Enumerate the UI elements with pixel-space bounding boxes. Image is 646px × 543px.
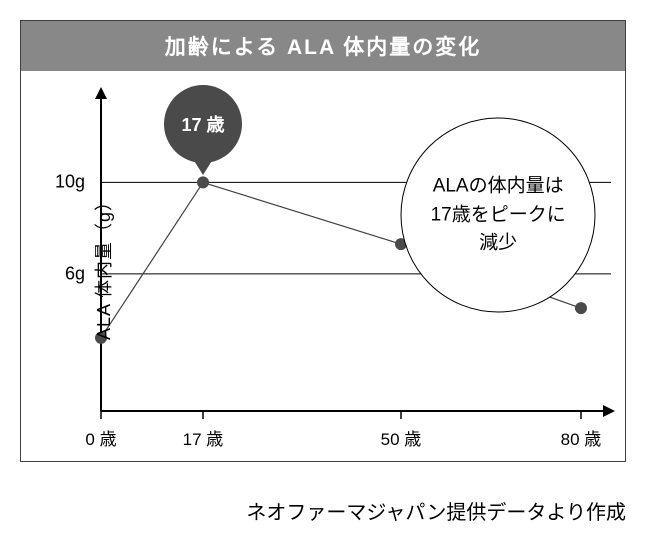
x-tick-label: 80 歳 — [561, 425, 602, 450]
chart-title: 加齢による ALA 体内量の変化 — [21, 21, 625, 71]
peak-badge: 17 歳 — [164, 85, 242, 163]
y-tick-label: 6g — [65, 263, 85, 284]
chart-container: 加齢による ALA 体内量の変化 ALA 体内量（g） 6g 10g 0 歳 17 歳… — [20, 20, 626, 462]
y-tick-label: 10g — [55, 172, 85, 193]
info-circle: ALAの体内量は 17歳をピークに減少 — [401, 118, 596, 313]
x-tick-label: 0 歳 — [85, 425, 116, 450]
y-axis-label: ALA 体内量（g） — [90, 192, 116, 340]
source-caption: ネオファーマジャパン提供データより作成 — [246, 496, 626, 525]
plot-area: ALA 体内量（g） 6g 10g 0 歳 17 歳 50 歳 80 歳 17 歳 ALAの体… — [21, 71, 625, 461]
info-line: 減少 — [479, 233, 517, 254]
info-line: 17歳をピークに — [431, 204, 566, 225]
x-tick-label: 50 歳 — [381, 425, 422, 450]
info-line: ALAの体内量は — [433, 176, 564, 197]
x-tick-label: 17 歳 — [183, 425, 224, 450]
